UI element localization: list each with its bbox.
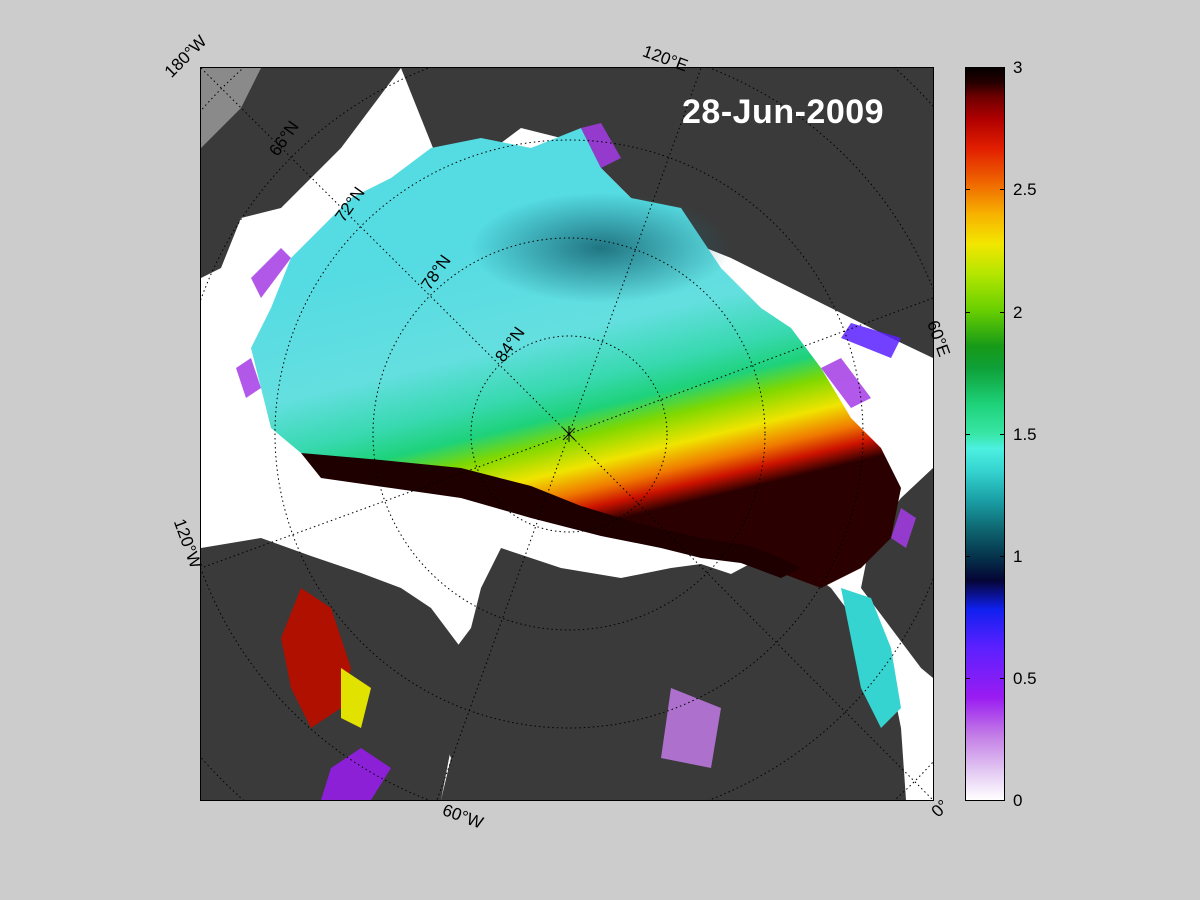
- east-greenland-ice: [841, 588, 901, 728]
- graticule: [201, 68, 933, 800]
- lon-label-60w: 60°W: [440, 800, 486, 833]
- colorbar: [965, 67, 1005, 801]
- colorbar-label-2: 2: [1013, 303, 1023, 322]
- colorbar-tick: [965, 556, 970, 557]
- colorbar-tick: [965, 189, 970, 190]
- colorbar-tick: [1000, 556, 1005, 557]
- colorbar-tick: [1000, 67, 1005, 68]
- ice-thickness-patch: [471, 193, 731, 303]
- colorbar-label-0-5: 0.5: [1013, 669, 1037, 688]
- colorbar-tick: [1000, 312, 1005, 313]
- colorbar-label-1-5: 1.5: [1013, 425, 1037, 444]
- colorbar-tick: [1000, 434, 1005, 435]
- greenland-land: [431, 548, 906, 800]
- colorbar-label-1: 1: [1013, 547, 1023, 566]
- north-pole-marker: [562, 426, 576, 442]
- colorbar-tick: [1000, 800, 1005, 801]
- thick-ice-band: [301, 453, 801, 578]
- colorbar-tick: [965, 800, 970, 801]
- colorbar-label-0: 0: [1013, 791, 1023, 810]
- colorbar-tick: [1000, 189, 1005, 190]
- colorbar-tick: [965, 678, 970, 679]
- sea-ice-pack: [251, 128, 901, 588]
- caa-channel-ice: [281, 588, 351, 728]
- map-date-title: 28-Jun-2009: [682, 93, 885, 131]
- colorbar-tick: [965, 312, 970, 313]
- colorbar-tick: [965, 67, 970, 68]
- map-outside-grey: [201, 68, 261, 148]
- colorbar-tick: [965, 434, 970, 435]
- polar-map: 66°N 72°N 78°N 84°N: [200, 67, 934, 801]
- colorbar-label-3: 3: [1013, 58, 1023, 77]
- colorbar-label-2-5: 2.5: [1013, 180, 1037, 199]
- scandinavia-land: [901, 488, 933, 658]
- caa-channel-ice-2: [341, 668, 371, 728]
- alaska-land: [201, 68, 401, 278]
- ice-edge-purple: [236, 123, 916, 800]
- colorbar-tick: [1000, 678, 1005, 679]
- map-canvas: [201, 68, 933, 800]
